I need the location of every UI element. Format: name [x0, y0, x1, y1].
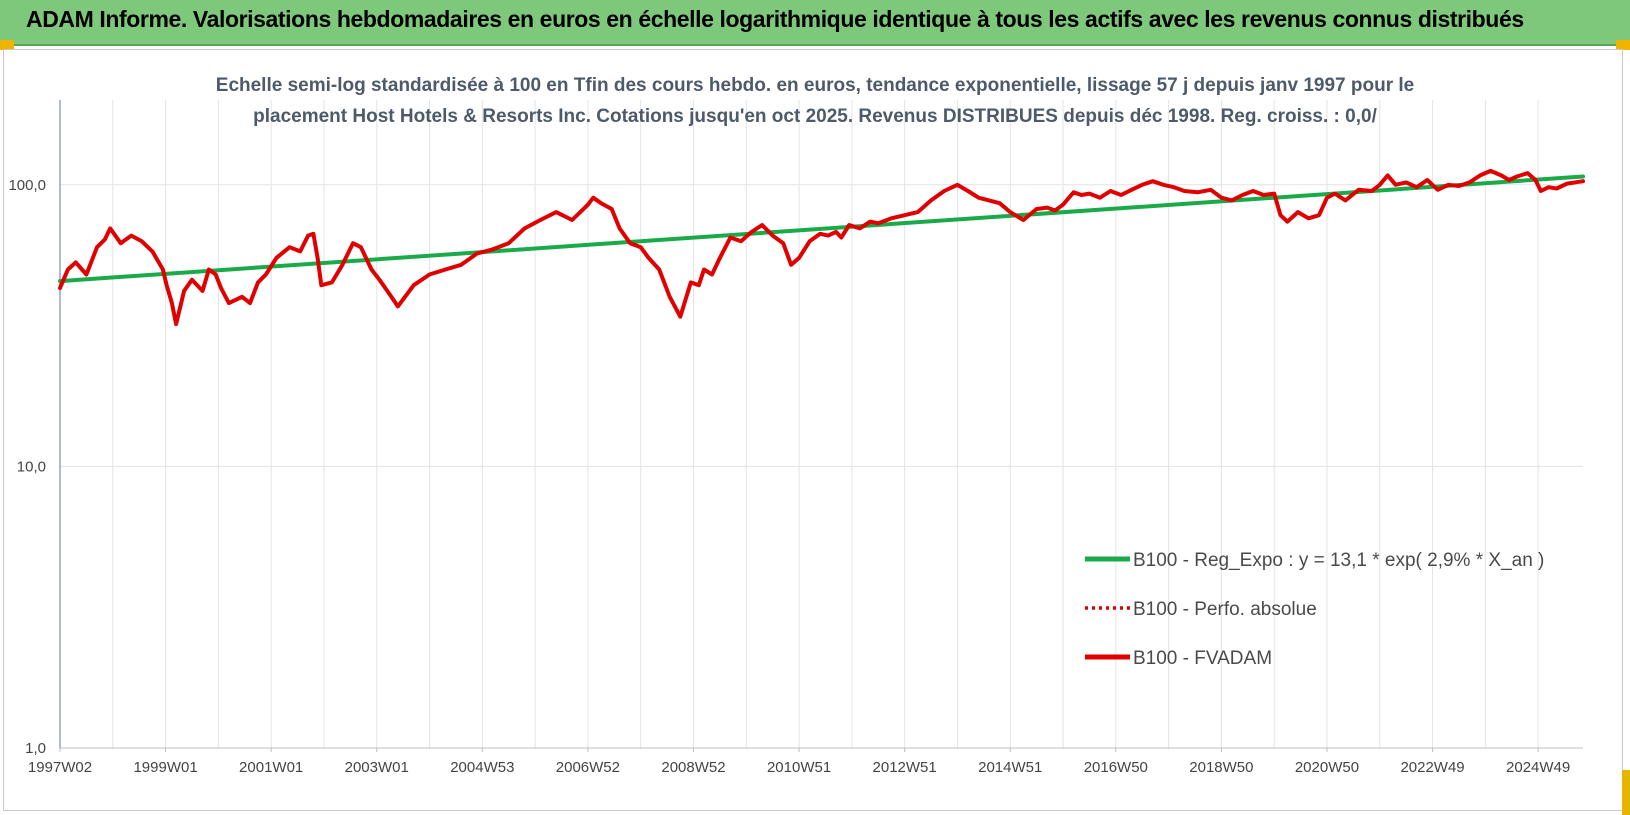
x-tick-label: 2024W49	[1506, 759, 1570, 776]
legend-label: B100 - Reg_Expo : y = 13,1 * exp( 2,9% *…	[1133, 550, 1544, 571]
chart-title-line-2: placement Host Hotels & Resorts Inc. Cot…	[253, 106, 1377, 127]
legend-label: B100 - Perfo. absolue	[1133, 599, 1317, 620]
x-tick-label: 2006W52	[556, 759, 620, 776]
x-tick-label: 2004W53	[450, 759, 514, 776]
x-tick-label: 2018W50	[1189, 759, 1253, 776]
report-title: ADAM Informe. Valorisations hebdomadaire…	[26, 6, 1524, 32]
x-tick-label: 2003W01	[345, 759, 409, 776]
x-tick-label: 2022W49	[1400, 759, 1464, 776]
x-tick-label: 1999W01	[133, 759, 197, 776]
x-tick-label: 2012W51	[873, 759, 937, 776]
x-tick-label: 2008W52	[661, 759, 725, 776]
y-tick-label: 1,0	[25, 740, 46, 757]
axis-layer: 1,0 10,0 100,0 1997W02 1999W01 2001W01 2003W01…	[8, 100, 1583, 776]
x-tick-label: 2014W51	[978, 759, 1042, 776]
corner-marker-left	[0, 40, 14, 50]
legend: B100 - Reg_Expo : y = 13,1 * exp( 2,9% *…	[1085, 550, 1544, 669]
corner-marker-right	[1616, 40, 1630, 50]
y-tick-label: 10,0	[17, 458, 46, 475]
scroll-indicator	[1622, 770, 1630, 815]
grid-layer	[59, 100, 1583, 749]
y-tick-label: 100,0	[8, 177, 46, 194]
series-line-2	[58, 168, 1585, 327]
x-tick-label: 1997W02	[28, 759, 92, 776]
report-header-banner: ADAM Informe. Valorisations hebdomadaire…	[0, 0, 1630, 46]
legend-label: B100 - FVADAM	[1133, 648, 1272, 669]
series-layer	[58, 168, 1585, 327]
x-tick-label: 2010W51	[767, 759, 831, 776]
chart-frame	[3, 49, 1623, 811]
chart-title-line-1: Echelle semi-log standardisée à 100 en T…	[216, 75, 1414, 96]
x-tick-label: 2001W01	[239, 759, 303, 776]
series-line-0	[58, 174, 1585, 284]
x-tick-label: 2020W50	[1295, 759, 1359, 776]
x-tick-label: 2016W50	[1084, 759, 1148, 776]
